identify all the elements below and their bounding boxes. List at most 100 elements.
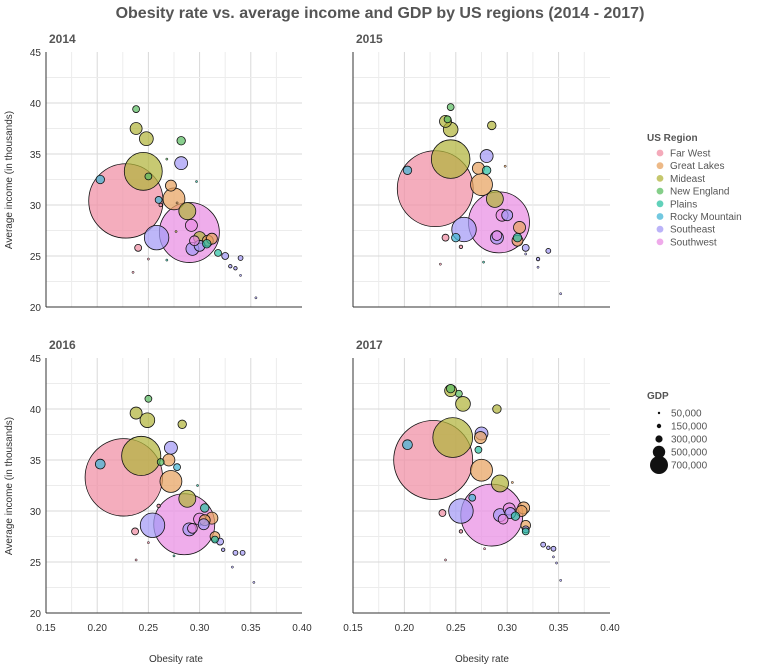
region-legend-key [656, 149, 664, 157]
region-legend-key [656, 213, 664, 220]
data-point [444, 558, 447, 562]
data-point [164, 440, 178, 455]
data-point [144, 394, 153, 403]
data-point [189, 235, 200, 247]
data-point [521, 243, 530, 252]
data-point [143, 224, 170, 251]
size-legend-title: GDP [647, 391, 669, 402]
chart-title: Obesity rate vs. average income and GDP … [116, 5, 645, 22]
data-point [239, 549, 246, 556]
data-point [185, 218, 198, 232]
data-point [497, 513, 509, 525]
data-point [158, 202, 163, 208]
panels: 2014 20 25 30 35 40 45 2015 2016 20 25 30 35 40 45 0.15… [30, 32, 620, 634]
data-point [134, 243, 143, 252]
panel-title-2017: 2017 [356, 338, 383, 352]
y-tick-label: 25 [30, 558, 42, 569]
data-point [187, 523, 198, 534]
size-legend-label: 500,000 [671, 448, 708, 459]
data-point [483, 547, 486, 551]
y-tick-label: 35 [30, 150, 42, 161]
data-point [121, 435, 162, 476]
data-point [195, 180, 198, 183]
data-point [552, 555, 555, 559]
data-point [144, 172, 153, 181]
data-point [510, 481, 514, 484]
data-point [202, 239, 212, 249]
data-point [513, 221, 526, 234]
region-legend-label: Far West [670, 149, 711, 160]
x-tick-label: 0.35 [241, 623, 261, 634]
data-point [139, 412, 156, 428]
data-point [196, 484, 199, 487]
data-point [491, 230, 503, 241]
region-legend-key [656, 175, 664, 182]
size-legend: GDP 50,000 150,000 300,000 500,000 700,000 [647, 391, 708, 474]
region-legend-label: Mideast [670, 174, 705, 185]
data-point [239, 274, 242, 277]
data-point [231, 565, 234, 569]
data-point [474, 431, 487, 444]
region-legend-label: New England [670, 187, 729, 198]
data-point [147, 257, 150, 261]
data-point [173, 463, 181, 472]
data-point [446, 103, 455, 111]
data-point [165, 179, 177, 192]
data-point [536, 265, 540, 269]
data-point [546, 545, 551, 550]
x-tick-label: 0.40 [600, 623, 620, 634]
data-point [221, 252, 230, 260]
data-point [559, 292, 563, 296]
data-point [441, 233, 450, 242]
y-tick-label: 40 [30, 99, 42, 110]
region-legend-label: Rocky Mountain [670, 212, 742, 223]
y-axis-title-top: Average income (in thousands) [4, 111, 15, 249]
x-tick-label: 0.25 [139, 623, 159, 634]
data-point [232, 549, 239, 556]
region-legend-title: US Region [647, 133, 698, 144]
data-point [94, 458, 106, 470]
data-point [550, 545, 557, 552]
data-point [521, 527, 530, 536]
data-point [254, 296, 258, 300]
data-point [156, 458, 165, 466]
region-legend-key [656, 187, 664, 195]
data-point [501, 209, 514, 222]
data-point [458, 244, 464, 249]
data-point [154, 196, 163, 204]
x-tick-label: 0.20 [87, 623, 107, 634]
panel-2016: 2016 20 25 30 35 40 45 0.15 0.20 0.25 0.30 0.35 0.40 [30, 338, 312, 634]
data-point [165, 258, 169, 262]
y-tick-label: 20 [30, 609, 42, 620]
data-point [446, 383, 456, 394]
data-point [503, 164, 507, 168]
data-point [512, 232, 523, 243]
data-point [455, 396, 471, 412]
data-point [131, 270, 135, 274]
y-tick-label: 40 [30, 405, 42, 416]
data-point [156, 503, 161, 509]
y-tick-label: 30 [30, 507, 42, 518]
data-point [165, 157, 169, 161]
data-point [470, 458, 493, 482]
data-point [482, 260, 485, 264]
data-point [492, 404, 502, 414]
data-point [221, 547, 226, 552]
data-point [430, 139, 471, 179]
region-legend-label: Southwest [670, 237, 717, 248]
data-point [200, 503, 210, 513]
data-point [131, 527, 139, 536]
data-point [524, 252, 528, 256]
panel-title-2015: 2015 [356, 32, 383, 46]
data-point [491, 474, 509, 493]
data-point [458, 529, 464, 534]
data-point [559, 579, 563, 582]
data-point [474, 445, 483, 454]
region-legend-label: Great Lakes [670, 161, 724, 172]
data-point [510, 511, 521, 521]
data-point [540, 541, 547, 548]
region-legend-key [656, 238, 664, 246]
region-legend-label: Plains [670, 199, 697, 210]
x-tick-label: 0.35 [549, 623, 569, 634]
data-point [237, 255, 244, 261]
